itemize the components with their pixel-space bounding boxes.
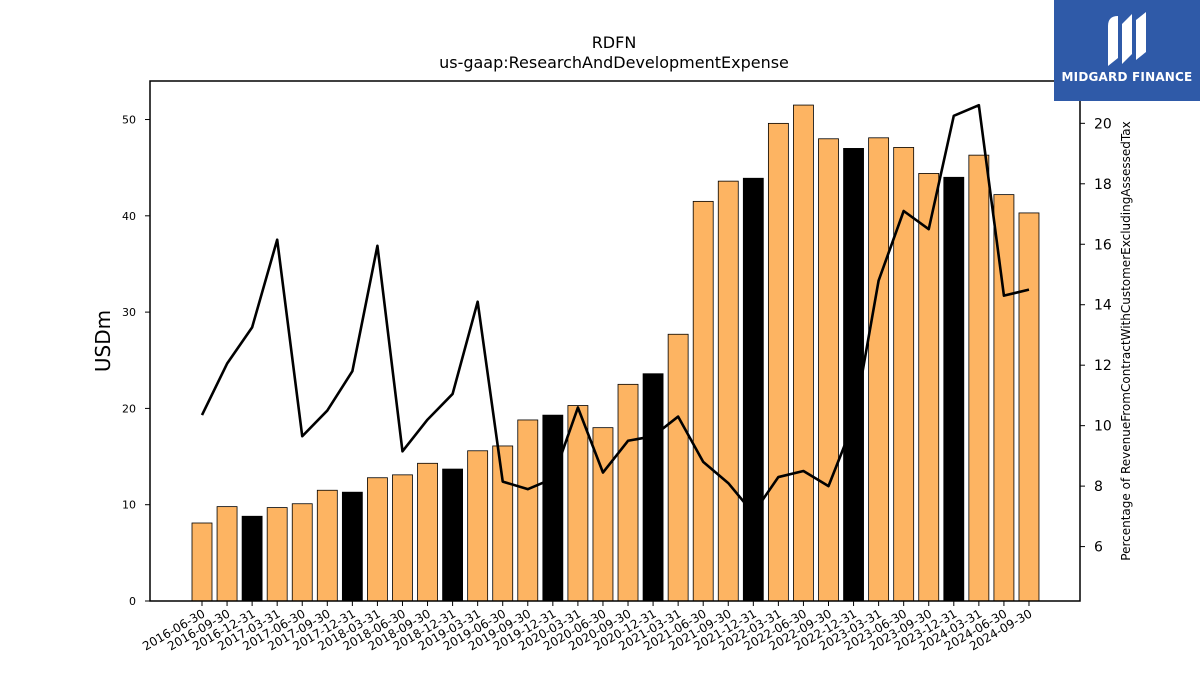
- bar: [291, 503, 313, 602]
- left-axis-ticks: 0 10 20 30 40 50: [122, 114, 150, 608]
- bar: [818, 138, 839, 602]
- bar: [367, 477, 388, 602]
- bar: [1018, 212, 1040, 602]
- percentage-line: [200, 103, 1030, 515]
- x-axis-ticks: 2016-06-302016-09-302016-12-312017-03-31…: [140, 601, 1034, 653]
- bar: [191, 522, 213, 602]
- y2-tick-label: 20: [1094, 116, 1112, 132]
- bar: [216, 506, 238, 602]
- bar: [667, 333, 689, 602]
- bar: [717, 180, 739, 602]
- bar-group: [191, 104, 1040, 602]
- chart-title: RDFN: [592, 33, 637, 52]
- bar: [692, 200, 714, 602]
- bar: [442, 468, 464, 602]
- y2-tick-label: 8: [1094, 479, 1103, 495]
- y-tick-label: 10: [122, 499, 136, 512]
- bar: [392, 474, 413, 602]
- bar: [642, 373, 664, 602]
- y-tick-label: 50: [122, 114, 136, 127]
- y-axis-label: USDm: [91, 310, 115, 372]
- y2-tick-label: 10: [1094, 419, 1112, 435]
- brand-logo-text: MIDGARD FINANCE: [1061, 70, 1193, 84]
- plot-frame: [149, 80, 1081, 602]
- line-group: [200, 103, 1030, 515]
- bar: [341, 491, 363, 602]
- bar: [617, 383, 639, 602]
- brand-logo-icon: [1108, 12, 1146, 66]
- right-axis-ticks: 6 8 10 12 14 16 18 20: [1080, 116, 1112, 556]
- bar: [742, 177, 764, 602]
- bar: [316, 489, 338, 602]
- bar: [968, 154, 990, 602]
- bar: [266, 507, 288, 602]
- bar: [241, 515, 263, 602]
- bar: [542, 414, 564, 602]
- y-tick-label: 20: [122, 402, 136, 415]
- y2-tick-label: 12: [1094, 358, 1112, 374]
- bar: [767, 122, 789, 602]
- bar: [943, 176, 965, 602]
- bar: [868, 137, 890, 602]
- chart-subtitle: us-gaap:ResearchAndDevelopmentExpense: [439, 53, 789, 72]
- y2-tick-label: 16: [1094, 237, 1112, 253]
- bar: [492, 445, 514, 602]
- bar: [567, 405, 589, 602]
- bar: [843, 148, 864, 602]
- y2-tick-label: 14: [1094, 298, 1112, 314]
- bar: [793, 104, 814, 602]
- bar: [467, 450, 489, 602]
- y-tick-label: 40: [122, 210, 136, 223]
- bar: [918, 173, 940, 602]
- y2-tick-label: 18: [1094, 177, 1112, 193]
- bar: [993, 194, 1015, 602]
- bar: [517, 419, 539, 602]
- brand-logo: MIDGARD FINANCE: [1054, 0, 1200, 101]
- right-axis-label: Percentage of RevenueFromContractWithCus…: [1119, 121, 1133, 560]
- y-tick-label: 0: [129, 595, 136, 608]
- y2-tick-label: 6: [1094, 540, 1103, 556]
- y-tick-label: 30: [122, 306, 136, 319]
- bar: [417, 462, 438, 602]
